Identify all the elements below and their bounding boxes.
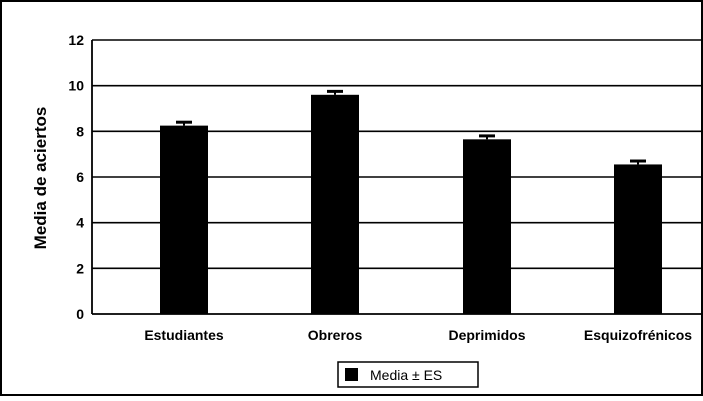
bar-esquizofrénicos: [614, 164, 662, 314]
x-tick-label: Esquizofrénicos: [584, 327, 692, 343]
y-tick-label: 4: [76, 215, 84, 231]
y-tick-label: 2: [76, 260, 84, 276]
y-tick-label: 0: [76, 306, 84, 322]
x-tick-label: Obreros: [308, 327, 363, 343]
y-tick-label: 12: [68, 32, 84, 48]
legend: Media ± ES: [338, 362, 478, 387]
x-tick-label: Estudiantes: [144, 327, 224, 343]
legend-swatch: [345, 368, 358, 381]
y-tick-label: 6: [76, 169, 84, 185]
bar-obreros: [311, 95, 359, 314]
y-tick-label: 10: [68, 78, 84, 94]
x-tick-label: Deprimidos: [448, 327, 525, 343]
y-axis-label: Media de aciertos: [31, 107, 50, 250]
bar-deprimidos: [463, 139, 511, 314]
legend-label: Media ± ES: [370, 367, 442, 383]
bar-estudiantes: [160, 126, 208, 314]
y-tick-label: 8: [76, 123, 84, 139]
